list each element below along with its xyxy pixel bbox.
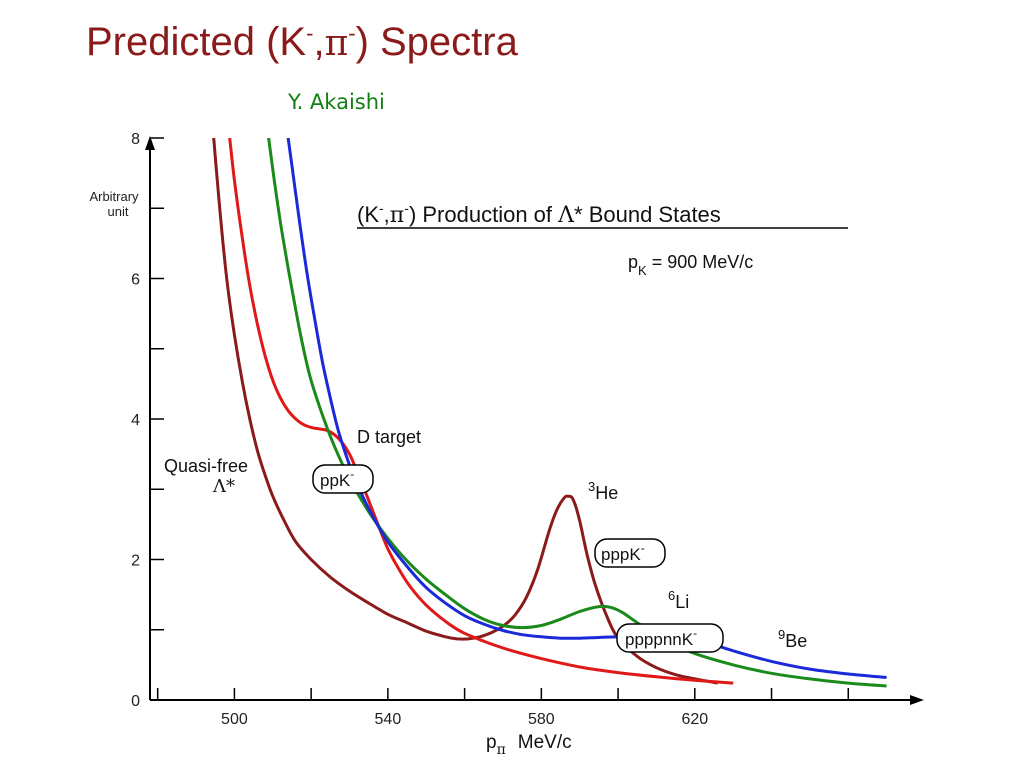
x-label-unit: MeV/c: [518, 732, 572, 753]
chart-title-comma: ,: [384, 202, 390, 227]
momentum-value: = 900 MeV/c: [647, 252, 754, 272]
x-tick-label: 500: [221, 711, 248, 728]
slide-title: Predicted (K-,π-) Spectra: [86, 20, 518, 65]
be9-text: Be: [785, 631, 807, 651]
chart-title-sup1: -: [379, 200, 384, 216]
he3-text: He: [595, 483, 618, 503]
x-label-sub: π: [497, 742, 506, 758]
axis-tick-labels: 500 540 580 620 0 2 4 6 8: [131, 131, 708, 728]
annotation-quasi-free: Quasi-free: [164, 456, 248, 476]
y-axis-label-line1: Arbitrary: [89, 189, 139, 204]
label-pppk: pppK-: [594, 538, 666, 568]
x-label-p: p: [486, 732, 497, 753]
y-tick-label: 8: [131, 131, 140, 148]
label-ppppnnk-main: ppppnnK: [625, 630, 694, 649]
chart-title-pi: π: [390, 203, 404, 228]
label-ppk-box: [312, 464, 374, 494]
label-ppk: ppK-: [312, 464, 374, 494]
title-sup2: -: [348, 20, 356, 46]
label-ppk-text: ppK-: [320, 467, 354, 490]
title-sup1: -: [306, 20, 314, 46]
annotation-be9: 9Be: [778, 627, 807, 651]
axis-ticks: [150, 137, 850, 701]
y-tick-label: 4: [131, 412, 140, 429]
x-axis-label: pπ MeV/c: [486, 732, 572, 758]
series-line-1: [212, 138, 719, 685]
y-tick-label: 2: [131, 553, 140, 570]
y-axis-label-line2: unit: [108, 204, 129, 219]
x-tick-label: 620: [681, 711, 708, 728]
y-tick-label: 0: [131, 693, 140, 710]
beam-momentum: pK = 900 MeV/c: [628, 252, 753, 278]
title-prefix: Predicted (K: [86, 20, 307, 64]
title-comma: ,: [313, 20, 325, 64]
label-pppk-sup: -: [641, 541, 645, 555]
x-axis-arrow: [910, 695, 924, 705]
chart-title-lambda: Λ: [557, 203, 575, 228]
label-ppppnnk-text: ppppnnK-: [625, 626, 697, 649]
y-tick-label: 6: [131, 272, 140, 289]
x-tick-label: 540: [375, 711, 402, 728]
series-group: [212, 138, 887, 688]
series-line-2: [228, 138, 734, 685]
he3-sup: 3: [588, 479, 595, 494]
annotation-lambda-star: Λ*: [212, 476, 235, 497]
label-ppk-main: ppK: [320, 471, 351, 490]
label-ppppnnk-box: [616, 623, 724, 653]
title-suffix: ) Spectra: [355, 20, 518, 64]
be9-sup: 9: [778, 627, 785, 642]
annotation-d-target: D target: [357, 427, 421, 447]
annotation-he3: 3He: [588, 479, 618, 503]
label-pppk-main: pppK: [601, 545, 641, 564]
li6-sup: 6: [668, 588, 675, 603]
momentum-sub: K: [638, 263, 647, 278]
li6-text: Li: [675, 592, 689, 612]
label-ppk-sup: -: [350, 467, 354, 481]
chart-title-mid: ) Production of: [409, 202, 558, 227]
chart-title-star: * Bound States: [574, 202, 721, 227]
label-ppppnnk-sup: -: [693, 626, 697, 640]
series-line-3: [267, 138, 887, 688]
x-tick-label: 580: [528, 711, 555, 728]
title-pi: π: [324, 23, 349, 64]
chart-title: (K-,π-) Production of Λ* Bound States: [357, 200, 721, 228]
chart-title-sup2: -: [404, 200, 409, 216]
series-line-4: [286, 138, 887, 679]
y-axis-arrow: [145, 136, 155, 150]
label-pppk-box: [594, 538, 666, 568]
author-name: Y. Akaishi: [288, 90, 385, 114]
label-ppppnnk: ppppnnK-: [616, 623, 724, 653]
annotation-li6: 6Li: [668, 588, 689, 612]
label-pppk-text: pppK-: [601, 541, 645, 564]
chart-title-open: (K: [357, 202, 379, 227]
momentum-p: p: [628, 252, 638, 272]
